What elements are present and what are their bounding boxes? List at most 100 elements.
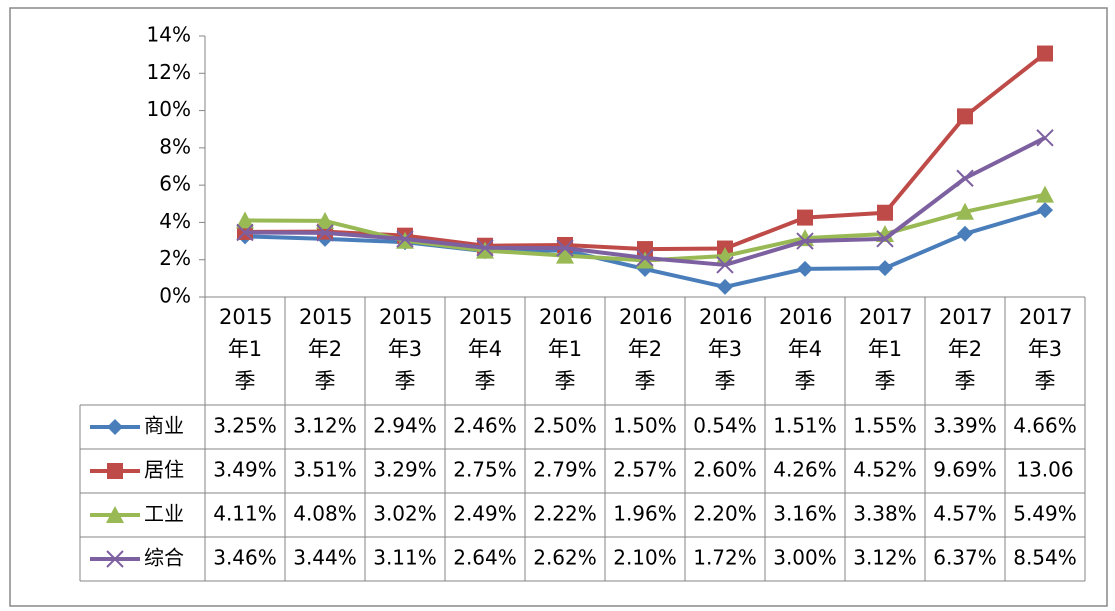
- table-value: 1.51%: [773, 414, 837, 438]
- data-point: [1036, 129, 1054, 147]
- table-value: 8.54%: [1013, 546, 1077, 570]
- table-value: 2.49%: [453, 502, 517, 526]
- data-point: [476, 239, 494, 257]
- data-point: [1036, 185, 1054, 203]
- data-point: [956, 169, 974, 187]
- legend-label: 综合: [144, 546, 184, 570]
- table-value: 4.11%: [213, 502, 277, 526]
- y-tick-label: 10%: [147, 97, 191, 121]
- table-value: 3.25%: [213, 414, 277, 438]
- data-point: [636, 249, 654, 267]
- data-point: [396, 230, 414, 248]
- table-value: 3.11%: [373, 546, 437, 570]
- x-tick-label: 2015年2季: [299, 305, 353, 393]
- table-value: 3.12%: [853, 546, 917, 570]
- x-tick-label: 2017年3季: [1019, 305, 1073, 393]
- y-tick-label: 0%: [159, 284, 191, 308]
- data-point: [556, 239, 574, 257]
- table-value: 3.16%: [773, 502, 837, 526]
- table-value: 2.64%: [453, 546, 517, 570]
- y-tick-label: 12%: [147, 60, 191, 84]
- x-tick-label: 2016年4季: [779, 305, 833, 393]
- x-tick-label: 2017年2季: [939, 305, 993, 393]
- table-value: 3.02%: [373, 502, 437, 526]
- table-value: 2.94%: [373, 414, 437, 438]
- data-point: [956, 202, 974, 220]
- table-value: 4.08%: [293, 502, 357, 526]
- table-value: 4.57%: [933, 502, 997, 526]
- y-tick-label: 2%: [159, 246, 191, 270]
- data-point: [316, 224, 334, 242]
- table-value: 2.60%: [693, 458, 757, 482]
- table-value: 1.96%: [613, 502, 677, 526]
- x-tick-label: 2016年2季: [619, 305, 673, 393]
- data-point: [876, 230, 894, 248]
- legend-marker: [106, 550, 124, 568]
- table-value: 2.57%: [613, 458, 677, 482]
- legend-marker: [106, 506, 124, 523]
- table-value: 3.38%: [853, 502, 917, 526]
- legend-marker: [107, 463, 123, 479]
- x-tick-label: 2016年1季: [539, 305, 593, 393]
- x-tick-label: 2015年1季: [219, 305, 273, 393]
- table-value: 3.39%: [933, 414, 997, 438]
- table-value: 2.10%: [613, 546, 677, 570]
- table-value: 4.66%: [1013, 414, 1077, 438]
- series-line: [244, 51, 1047, 252]
- table-value: 3.29%: [373, 458, 437, 482]
- table-value: 2.62%: [533, 546, 597, 570]
- legend-marker: [107, 419, 123, 435]
- table-value: 13.06: [1016, 458, 1073, 482]
- data-point: [476, 241, 494, 259]
- chart-border: [9, 7, 1108, 607]
- table-value: 4.52%: [853, 458, 917, 482]
- y-tick-label: 14%: [147, 23, 191, 47]
- table-value: 3.00%: [773, 546, 837, 570]
- table-value: 3.12%: [293, 414, 357, 438]
- table-value: 2.79%: [533, 458, 597, 482]
- table-value: 1.55%: [853, 414, 917, 438]
- data-point: [797, 209, 813, 226]
- data-point: [877, 260, 893, 277]
- table-value: 1.72%: [693, 546, 757, 570]
- data-point: [717, 278, 733, 295]
- table-value: 3.51%: [293, 458, 357, 482]
- table-value: 1.50%: [613, 414, 677, 438]
- data-point: [236, 223, 254, 242]
- legend-label: 工业: [144, 502, 184, 526]
- legend-label: 商业: [144, 414, 184, 438]
- data-point: [556, 246, 574, 264]
- table-value: 2.20%: [693, 502, 757, 526]
- legend-label: 居住: [144, 458, 184, 482]
- table-value: 0.54%: [693, 414, 757, 438]
- x-tick-label: 2017年1季: [859, 305, 913, 393]
- data-point: [796, 232, 814, 250]
- table-value: 5.49%: [1013, 502, 1077, 526]
- data-point: [236, 211, 254, 229]
- table-value: 3.49%: [213, 458, 277, 482]
- table-value: 2.46%: [453, 414, 517, 438]
- data-point: [1037, 202, 1053, 219]
- y-tick-label: 6%: [159, 172, 191, 196]
- x-tick-label: 2016年3季: [699, 305, 753, 393]
- data-point: [877, 204, 893, 221]
- data-point: [636, 251, 654, 269]
- table-value: 6.37%: [933, 546, 997, 570]
- table-value: 2.22%: [533, 502, 597, 526]
- data-point: [316, 211, 334, 229]
- data-point: [957, 108, 973, 125]
- y-tick-label: 4%: [159, 209, 191, 233]
- table-value: 9.69%: [933, 458, 997, 482]
- table-value: 4.26%: [773, 458, 837, 482]
- table-value: 3.44%: [293, 546, 357, 570]
- table-value: 2.75%: [453, 458, 517, 482]
- data-point: [1037, 45, 1053, 62]
- x-tick-label: 2015年3季: [379, 305, 433, 393]
- data-point: [716, 256, 734, 274]
- table-value: 3.46%: [213, 546, 277, 570]
- data-point: [797, 260, 813, 277]
- x-tick-label: 2015年4季: [459, 305, 513, 393]
- y-tick-label: 8%: [159, 134, 191, 158]
